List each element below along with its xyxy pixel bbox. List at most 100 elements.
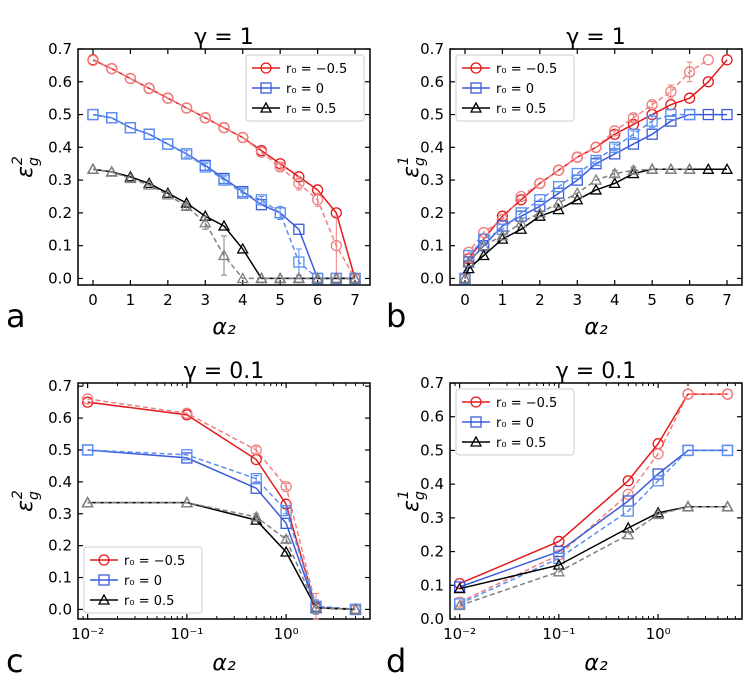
data-point	[515, 194, 527, 206]
x-axis-label: α₂	[212, 315, 236, 340]
data-point	[552, 203, 565, 215]
legend-label: r₀ = 0	[286, 82, 324, 97]
x-tick-label: 4	[610, 291, 620, 309]
y-tick-label: 0.4	[420, 138, 444, 156]
data-point	[721, 388, 734, 400]
data-point	[622, 488, 634, 500]
data-point	[255, 146, 268, 158]
data-point	[143, 178, 156, 190]
data-point	[477, 239, 490, 251]
x-tick-label: 10⁰	[274, 625, 299, 643]
data-point	[552, 558, 565, 570]
data-point	[236, 242, 249, 254]
legend-marker	[469, 101, 483, 113]
series-line	[464, 59, 728, 279]
y-tick-label: 0.7	[48, 40, 72, 58]
data-point	[162, 138, 174, 150]
series-line	[464, 113, 727, 279]
data-point	[280, 532, 293, 544]
data-point	[280, 517, 292, 529]
data-point	[571, 193, 584, 205]
x-tick-label: 6	[313, 291, 323, 309]
data-point	[652, 506, 665, 518]
x-tick-label: 7	[350, 291, 360, 309]
data-point	[81, 393, 94, 405]
data-point	[237, 131, 249, 144]
legend-box	[455, 388, 575, 456]
data-point	[293, 256, 305, 268]
y-tick-label: 0.2	[420, 204, 444, 222]
data-point	[496, 229, 509, 241]
data-point	[534, 177, 546, 190]
y-axis-label-sub: g	[412, 157, 428, 166]
data-point	[453, 599, 466, 611]
data-point	[721, 108, 733, 121]
panel-title: γ = 0.1	[184, 359, 264, 384]
data-point	[721, 500, 734, 512]
data-point	[181, 449, 193, 461]
series-line	[459, 505, 728, 590]
data-point	[81, 396, 94, 408]
series-line	[459, 393, 728, 603]
data-point	[309, 601, 323, 613]
legend-label: r₀ = −0.5	[496, 396, 557, 411]
data-point	[589, 183, 603, 195]
data-point	[478, 233, 490, 245]
panel-letter: a	[6, 297, 26, 335]
data-point	[622, 505, 634, 517]
data-point	[143, 177, 156, 189]
legend-box	[83, 546, 203, 614]
legend-label: r₀ = −0.5	[124, 554, 185, 569]
data-point	[124, 72, 137, 85]
data-point	[627, 128, 640, 140]
data-point	[237, 187, 249, 199]
data-point	[652, 475, 664, 487]
legend-marker	[259, 101, 273, 113]
data-point	[81, 444, 94, 456]
data-point	[236, 272, 249, 284]
data-point	[665, 85, 677, 98]
y-tick-label: 0.6	[420, 73, 444, 91]
series-line	[459, 393, 728, 585]
y-tick-label: 0.1	[48, 569, 72, 587]
data-point	[293, 223, 305, 235]
data-point	[721, 444, 734, 457]
data-point	[106, 63, 118, 75]
data-point	[180, 496, 193, 508]
data-point	[622, 475, 634, 487]
data-point	[280, 504, 292, 517]
data-point	[515, 216, 528, 228]
y-tick-label: 0.5	[420, 441, 444, 459]
series-line	[459, 505, 728, 607]
data-point	[702, 76, 714, 88]
data-point	[330, 240, 342, 252]
legend-box	[455, 54, 575, 122]
y-tick-label: 0.1	[420, 576, 444, 594]
y-axis-label-sup: 1	[396, 490, 412, 499]
series-line	[92, 59, 356, 279]
x-axis-label: α₂	[584, 315, 608, 340]
data-point	[608, 167, 621, 179]
series-line	[87, 449, 356, 611]
x-tick-label: 5	[275, 291, 285, 309]
y-tick-label: 0.0	[420, 610, 444, 628]
data-point	[553, 545, 565, 558]
data-point	[571, 174, 583, 186]
data-point	[161, 188, 174, 200]
data-point	[652, 448, 664, 460]
data-point	[86, 162, 100, 174]
legend-label: r₀ = 0	[496, 82, 534, 97]
data-point	[627, 163, 640, 175]
data-point	[683, 162, 696, 174]
data-point	[180, 148, 193, 160]
legend-label: r₀ = 0.5	[496, 436, 546, 451]
legend-label: r₀ = 0	[124, 574, 162, 589]
legend: r₀ = −0.5 r₀ = 0 r₀ = 0.5	[455, 388, 575, 456]
data-point	[552, 181, 565, 193]
data-point	[665, 108, 677, 121]
plot-frame	[77, 382, 371, 620]
data-point	[721, 54, 733, 66]
data-point	[552, 196, 565, 208]
legend-marker	[98, 574, 110, 586]
series-line	[459, 449, 728, 605]
